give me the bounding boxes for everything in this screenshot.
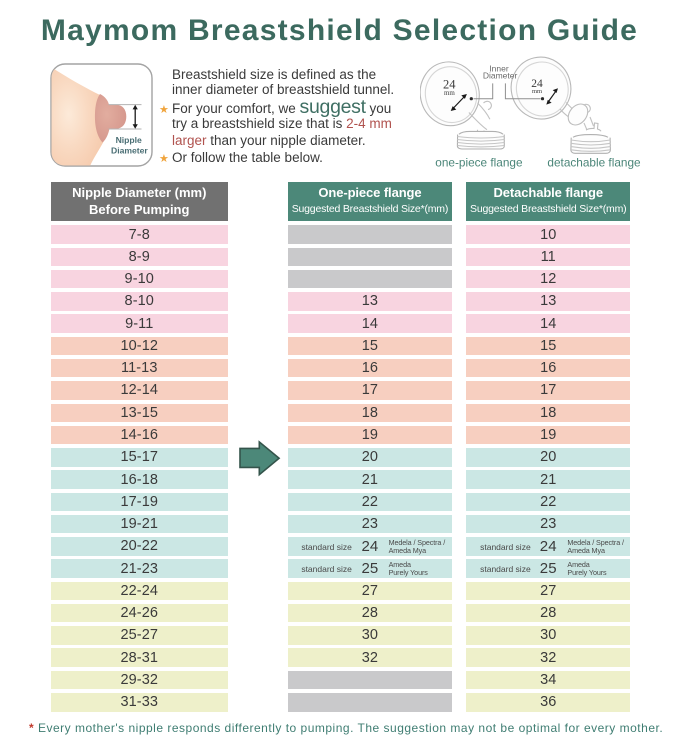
svg-text:Diameter: Diameter — [111, 146, 148, 156]
svg-text:Nipple: Nipple — [116, 135, 142, 145]
svg-text:one-piece flange: one-piece flange — [435, 156, 523, 170]
svg-text:mm: mm — [444, 89, 455, 97]
svg-text:24: 24 — [443, 77, 456, 91]
svg-text:Diameter: Diameter — [483, 71, 518, 81]
svg-text:24: 24 — [531, 78, 543, 90]
svg-text:detachable flange: detachable flange — [547, 156, 641, 170]
svg-text:mm: mm — [532, 88, 542, 95]
svg-text:Inner: Inner — [489, 64, 509, 74]
